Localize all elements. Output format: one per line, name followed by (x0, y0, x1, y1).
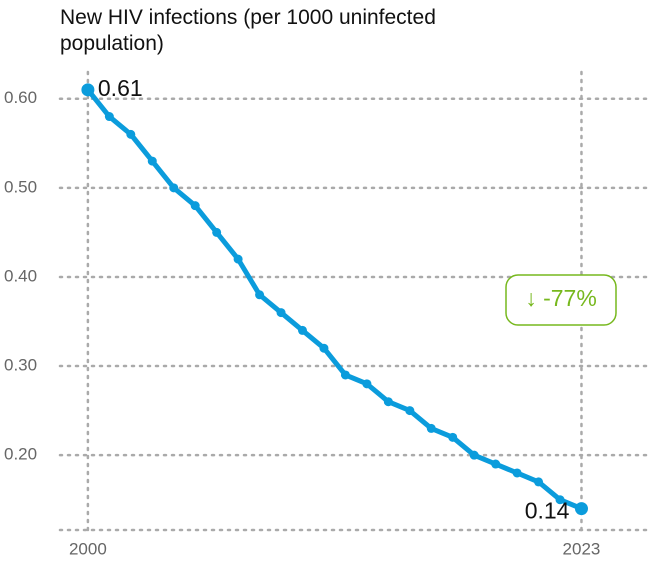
point (169, 183, 179, 193)
point (190, 201, 200, 211)
y-tick-label: 0.30 (4, 356, 37, 375)
point (574, 502, 588, 516)
y-tick-label: 0.40 (4, 266, 37, 285)
point (319, 343, 329, 353)
point (276, 308, 286, 318)
chart-title: New HIV infections (per 1000 uninfected … (60, 6, 436, 55)
point (362, 379, 372, 389)
point (81, 83, 95, 97)
y-tick-label: 0.50 (4, 177, 37, 196)
annotation: ↓ -77% (525, 285, 597, 311)
x-tick-label: 2023 (563, 539, 601, 558)
data-label: 0.61 (98, 75, 143, 101)
point (512, 468, 522, 478)
point (555, 495, 565, 505)
point (126, 129, 136, 139)
point (491, 459, 501, 469)
point (340, 370, 350, 380)
point (147, 156, 157, 166)
point (255, 290, 265, 300)
point (534, 477, 544, 487)
x-tick-label: 2000 (69, 539, 107, 558)
point (426, 423, 436, 433)
point (104, 112, 114, 122)
point (233, 254, 243, 264)
annotation-box (505, 274, 617, 326)
point (297, 325, 307, 335)
data-label: 0.14 (525, 498, 570, 524)
y-tick-label: 0.60 (4, 88, 37, 107)
point (469, 450, 479, 460)
point (448, 432, 458, 442)
point (405, 406, 415, 416)
point (383, 397, 393, 407)
y-tick-label: 0.20 (4, 445, 37, 464)
point (212, 227, 222, 237)
